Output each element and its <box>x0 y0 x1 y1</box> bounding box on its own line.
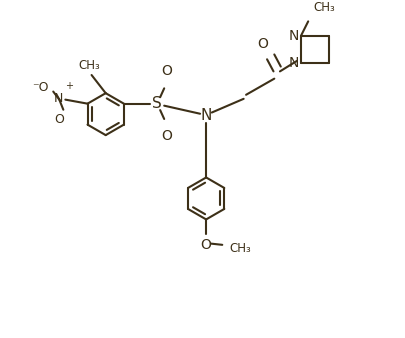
Text: CH₃: CH₃ <box>79 59 100 72</box>
Text: CH₃: CH₃ <box>314 1 336 14</box>
Text: O: O <box>161 129 172 143</box>
Text: O: O <box>161 64 172 78</box>
Text: O: O <box>257 37 268 51</box>
Text: O: O <box>54 113 64 125</box>
Text: O: O <box>201 238 211 252</box>
Text: N: N <box>289 56 299 70</box>
Text: N: N <box>289 29 299 43</box>
Text: ⁻O: ⁻O <box>32 81 49 94</box>
Text: S: S <box>152 96 162 111</box>
Text: N: N <box>200 108 212 123</box>
Text: +: + <box>64 81 72 91</box>
Text: CH₃: CH₃ <box>229 242 251 255</box>
Text: N: N <box>54 92 63 105</box>
